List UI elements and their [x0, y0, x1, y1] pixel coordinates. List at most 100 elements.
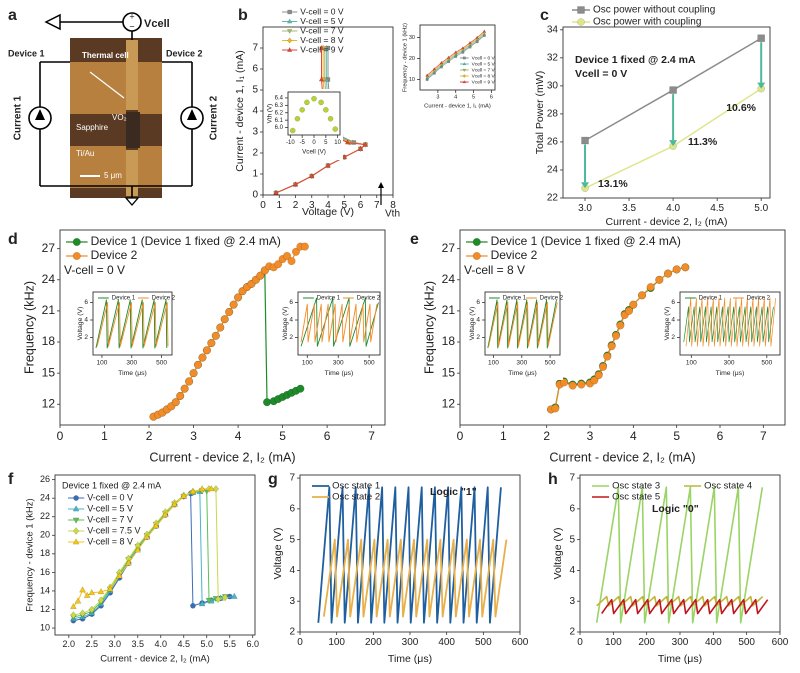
marker: [757, 34, 765, 42]
x-tick-label: 0: [57, 429, 64, 443]
x-tick-label: 2.0: [63, 639, 76, 649]
y-tick-label: 5: [289, 534, 295, 545]
tiau-label: Ti/Au: [76, 149, 94, 158]
series-line: [683, 306, 774, 343]
y-axis-label: Total Power (mW): [534, 71, 546, 154]
x-axis-label: Current - device 2, I₂ (mA): [549, 450, 695, 464]
marker: [273, 189, 279, 195]
x-tick-label: -5: [300, 140, 306, 146]
plot-frame: [287, 91, 341, 136]
marker: [594, 371, 603, 380]
y-tick-label: 6: [569, 504, 575, 515]
y-tick-label: 3: [569, 596, 575, 607]
circuit: [28, 12, 204, 198]
x-axis-label: Time (μs): [716, 370, 745, 377]
y-tick-label: 12: [42, 396, 56, 410]
x-tick-label: 2: [146, 429, 153, 443]
annotation: Vth: [385, 209, 400, 220]
y-tick-label: 6.1: [275, 118, 284, 124]
marker: [190, 602, 196, 609]
marker: [669, 86, 677, 94]
x-tick-label: 4.5: [177, 639, 190, 649]
x-tick-label: 300: [402, 637, 419, 648]
marker: [289, 127, 296, 134]
marker: [202, 346, 211, 355]
y-tick-label: 4: [569, 565, 575, 576]
legend-label: Device 1: [112, 296, 136, 302]
plot-area: [300, 297, 379, 347]
x-axis-label: Time (μs): [658, 653, 702, 665]
marker: [143, 533, 151, 540]
x-tick-label: 4: [630, 429, 637, 443]
x-tick-label: 3: [587, 429, 594, 443]
marker: [462, 80, 467, 84]
y-tick-label: 12: [40, 604, 50, 614]
y-tick-label: 6: [84, 299, 88, 306]
x-tick-label: 5: [341, 200, 347, 211]
electrode: [138, 62, 162, 114]
marker: [287, 46, 293, 52]
y-tick-label: 4: [252, 106, 258, 117]
plot-frame: [59, 229, 386, 426]
marker: [646, 283, 655, 292]
marker: [287, 37, 293, 44]
y-axis-label: Frequency (kHz): [22, 281, 36, 374]
chart: f 2.0 2.5 3.0 3.5 4.0 4.5 5.0 5.5 6.0 10 12 14 16 18 20…: [8, 471, 259, 664]
legend-label: Device 2: [747, 296, 771, 302]
annotation: V-cell = 0 V: [64, 263, 125, 277]
y-tick-label: 20: [409, 56, 415, 62]
marker: [198, 353, 207, 362]
marker: [577, 380, 586, 389]
y-tick-label: 22: [40, 511, 50, 521]
y-tick-label: 6.3: [275, 103, 284, 109]
marker: [468, 40, 472, 44]
x-tick-label: 300: [126, 360, 137, 367]
x-tick-label: 3.0: [578, 203, 592, 214]
marker: [462, 56, 466, 60]
plot-area: [149, 242, 309, 421]
y-tick-label: 7: [252, 43, 258, 54]
marker: [180, 384, 189, 393]
marker: [287, 257, 296, 266]
thermal-electrode: [126, 40, 138, 110]
panel-label: d: [8, 231, 18, 248]
marker: [83, 591, 91, 598]
marker: [194, 360, 203, 369]
marker: [461, 46, 465, 50]
x-tick-label: 500: [761, 360, 772, 367]
marker: [462, 74, 466, 78]
y-tick-label: 7: [569, 473, 575, 484]
x-tick-label: 0: [577, 637, 583, 648]
y-axis-label: Frequency - device 1 (kHz): [403, 23, 409, 92]
x-tick-label: 6: [717, 429, 724, 443]
y-tick-label: 24: [40, 493, 50, 503]
legend-label: Osc state 1: [332, 481, 380, 492]
marker: [162, 511, 169, 518]
legend-label: Device 1: [503, 296, 527, 302]
legend-label: V-cell = 0 V: [87, 492, 133, 502]
x-axis-label: Voltage (V): [302, 206, 354, 218]
panel-label: f: [8, 471, 14, 488]
x-tick-label: 100: [686, 360, 697, 367]
electrode: [70, 62, 126, 114]
marker: [216, 323, 225, 332]
series-line: [596, 595, 764, 607]
x-tick-label: 4: [325, 200, 331, 211]
legend-label: Vcell = 5 V: [472, 61, 496, 67]
y-tick-label: 14: [40, 585, 50, 595]
y-tick-label: 20: [40, 530, 50, 540]
marker: [294, 115, 301, 122]
marker: [296, 384, 305, 393]
y-tick-label: 2: [476, 334, 480, 341]
x-tick-label: 4.0: [666, 203, 680, 214]
x-tick-label: 5: [279, 429, 286, 443]
arrow-head: [378, 182, 384, 188]
annotation: V-cell = 8 V: [464, 263, 525, 277]
marker: [229, 300, 238, 309]
marker: [287, 9, 292, 15]
inset-background: [266, 89, 343, 160]
marker: [74, 597, 82, 604]
panel-label: a: [8, 7, 17, 24]
legend-label: V-cell = 5 V: [87, 503, 133, 513]
